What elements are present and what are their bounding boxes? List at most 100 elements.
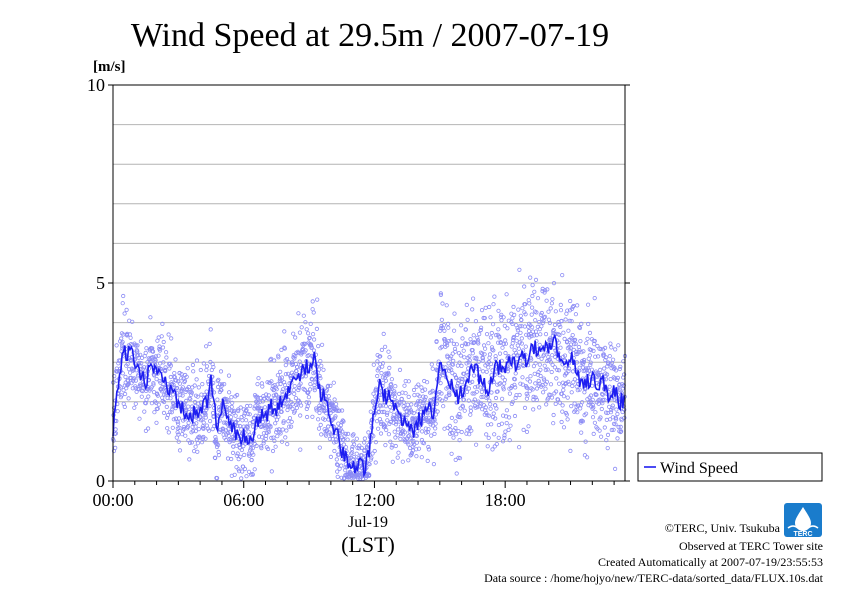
data-point xyxy=(436,359,441,364)
data-point xyxy=(294,405,299,410)
data-point xyxy=(279,439,285,444)
data-point xyxy=(380,364,385,369)
data-point xyxy=(494,406,499,411)
data-point xyxy=(540,382,545,388)
data-point xyxy=(215,397,220,402)
data-point xyxy=(231,410,236,415)
data-point xyxy=(388,439,393,444)
data-point xyxy=(114,343,119,348)
data-point xyxy=(561,425,567,430)
data-point xyxy=(159,389,164,394)
data-point xyxy=(319,342,325,347)
data-point xyxy=(405,440,410,445)
data-point xyxy=(484,369,489,374)
data-point xyxy=(502,381,507,386)
data-point xyxy=(552,322,558,327)
data-point xyxy=(501,341,506,346)
data-point xyxy=(612,466,618,471)
data-point xyxy=(606,361,611,366)
data-point xyxy=(306,390,311,395)
data-point xyxy=(434,339,439,344)
data-point xyxy=(525,393,530,398)
x-tick-label: 06:00 xyxy=(223,490,264,510)
data-point xyxy=(138,339,143,344)
data-point xyxy=(315,297,320,302)
data-point xyxy=(486,365,491,370)
data-point xyxy=(190,428,196,434)
data-point xyxy=(163,365,168,370)
data-point xyxy=(119,393,124,398)
data-point xyxy=(177,381,182,386)
data-point xyxy=(386,372,391,377)
data-point xyxy=(464,302,469,307)
data-point xyxy=(174,435,179,440)
data-point xyxy=(577,325,583,331)
data-point xyxy=(596,372,602,378)
data-point xyxy=(338,422,344,428)
data-point xyxy=(275,434,280,439)
data-point xyxy=(569,403,574,409)
data-point xyxy=(317,410,322,415)
data-point xyxy=(524,429,530,434)
data-point xyxy=(463,341,468,346)
data-point xyxy=(199,440,205,445)
data-point xyxy=(522,284,527,289)
legend: Wind Speed xyxy=(637,452,823,482)
data-point xyxy=(278,381,283,387)
data-point xyxy=(335,469,340,474)
data-point xyxy=(146,356,151,361)
data-point xyxy=(588,393,594,398)
data-point xyxy=(405,412,410,418)
data-point xyxy=(270,448,276,454)
data-point xyxy=(446,325,451,330)
data-point xyxy=(236,408,241,414)
data-point xyxy=(487,355,492,360)
data-point xyxy=(449,415,454,420)
data-point xyxy=(356,446,362,451)
data-point xyxy=(491,348,496,353)
data-point xyxy=(586,321,591,327)
data-point xyxy=(332,397,337,402)
data-point xyxy=(375,426,381,431)
data-point xyxy=(281,419,286,424)
data-point xyxy=(392,429,397,434)
data-point xyxy=(565,395,570,400)
data-point xyxy=(204,344,209,349)
data-point xyxy=(457,360,462,365)
data-point xyxy=(213,437,219,442)
data-point xyxy=(460,336,465,341)
data-point xyxy=(221,420,226,425)
data-point xyxy=(570,383,575,389)
data-point xyxy=(382,424,387,430)
data-point xyxy=(385,418,390,423)
data-point xyxy=(451,435,456,440)
data-point xyxy=(369,455,374,460)
data-point xyxy=(299,352,304,357)
data-point xyxy=(201,420,206,425)
data-point xyxy=(278,369,283,374)
data-point xyxy=(180,432,185,437)
data-point xyxy=(592,338,597,344)
data-point xyxy=(334,457,339,462)
data-point xyxy=(561,394,567,399)
data-point xyxy=(510,399,515,404)
data-point xyxy=(230,450,236,455)
data-point xyxy=(518,330,523,335)
data-point xyxy=(148,315,153,320)
data-point xyxy=(184,374,189,379)
data-point xyxy=(244,474,249,479)
data-point xyxy=(551,421,556,426)
data-point xyxy=(607,417,613,422)
data-point xyxy=(115,409,120,414)
data-point xyxy=(161,382,166,387)
data-point xyxy=(187,396,192,401)
data-point xyxy=(144,397,149,402)
data-point xyxy=(529,357,534,362)
data-point xyxy=(514,338,519,343)
data-point xyxy=(276,355,281,360)
data-point xyxy=(415,409,420,414)
data-point xyxy=(510,316,515,321)
data-point xyxy=(422,387,428,392)
data-point xyxy=(304,414,310,420)
data-point xyxy=(579,321,584,326)
